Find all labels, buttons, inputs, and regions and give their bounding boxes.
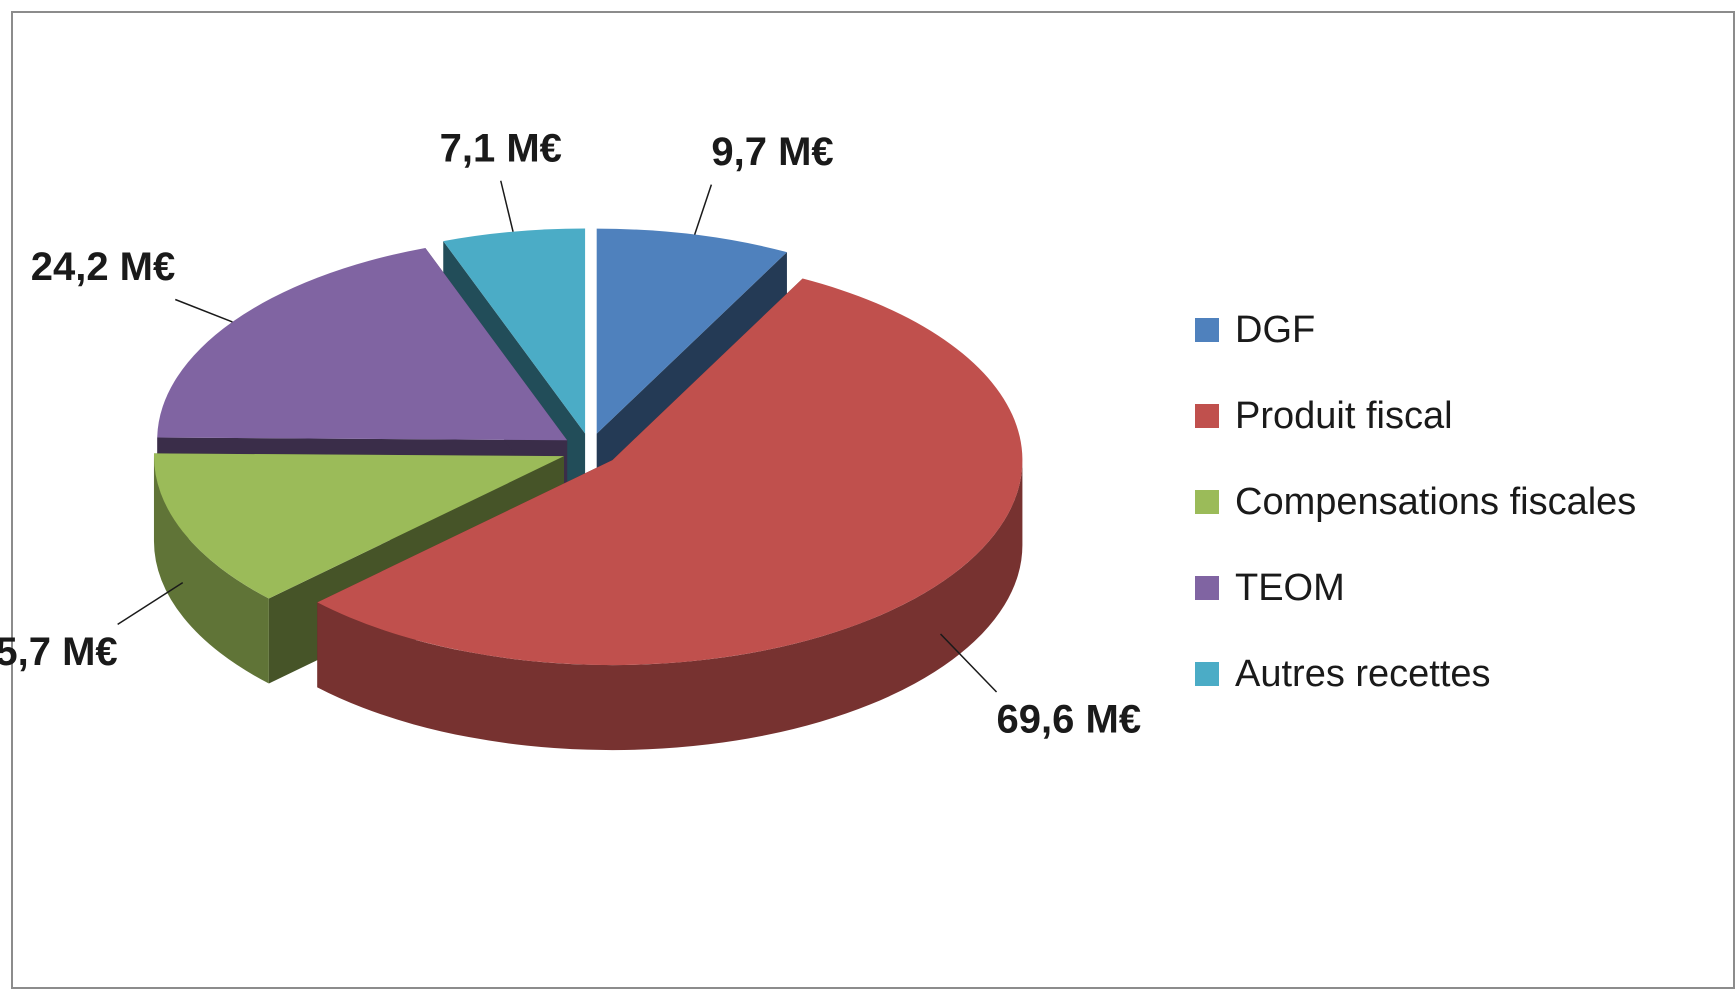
legend-swatch [1195,576,1219,600]
legend-swatch [1195,404,1219,428]
legend-label: DGF [1235,309,1315,351]
legend-swatch [1195,318,1219,342]
legend-swatch [1195,490,1219,514]
leader-line [693,184,713,235]
legend-label: Produit fiscal [1235,395,1453,437]
leader-line [500,180,514,232]
legend-label: Compensations fiscales [1235,481,1636,523]
data-label: 7,1 M€ [440,126,562,170]
data-label: 9,7 M€ [711,130,833,174]
legend-label: TEOM [1235,567,1345,609]
slice-top [317,278,1023,666]
data-label: 24,2 M€ [31,245,176,289]
data-label: 69,6 M€ [997,698,1142,742]
legend-label: Autres recettes [1235,653,1491,695]
slice-top [596,228,787,434]
leader-line [174,298,233,323]
slice-top [153,453,564,599]
leader-line [117,581,184,626]
legend-swatch [1195,662,1219,686]
slice-top [443,228,586,434]
data-label: 15,7 M€ [0,630,118,674]
leader-line [939,633,998,693]
slice-side [317,460,1023,751]
slice [317,278,1023,751]
slice-side [153,456,269,684]
slice-top [157,247,568,441]
